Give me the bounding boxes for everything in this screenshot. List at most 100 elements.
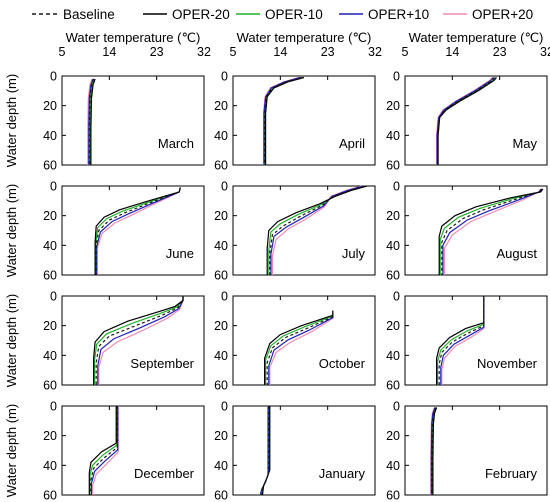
legend-label: OPER-10 [265, 7, 323, 22]
series-line-operminus20 [266, 185, 368, 275]
series-line-operminus20 [88, 406, 117, 495]
x-tick-label: 5 [402, 45, 409, 59]
legend-label: OPER+20 [472, 7, 533, 22]
legend-item: OPER-20 [143, 7, 230, 22]
y-tick-label: 40 [43, 129, 57, 143]
month-label: October [319, 356, 366, 371]
panel-december: 0 20 40 60 Water depth (m) December [4, 400, 205, 502]
y-tick-label: 60 [386, 269, 400, 283]
panel-frame [404, 185, 548, 276]
panel-frame [232, 295, 376, 386]
y-tick-label: 40 [386, 459, 400, 473]
x-tick-label: 23 [150, 45, 164, 59]
panel-frame [61, 295, 205, 386]
series-line-baseline [88, 78, 95, 165]
y-tick-label: 0 [393, 180, 400, 194]
y-tick-label: 0 [50, 290, 57, 304]
y-tick-label: 60 [386, 159, 400, 173]
legend-label: OPER-20 [172, 7, 230, 22]
panel-frame [232, 185, 376, 276]
y-tick-label: 60 [214, 379, 228, 393]
y-axis-title: Water depth (m) [4, 404, 19, 497]
y-tick-label: 60 [214, 269, 228, 283]
y-tick-label: 60 [43, 269, 57, 283]
y-tick-label: 40 [214, 349, 228, 363]
y-tick-label: 40 [214, 129, 228, 143]
series-line-operminus20 [261, 406, 271, 496]
month-label: November [477, 356, 538, 371]
panel-frame [232, 75, 376, 166]
panel-july: 0 20 40 60 July [214, 180, 376, 283]
series-line-baseline [437, 77, 495, 165]
y-tick-label: 20 [43, 429, 57, 443]
series-line-operplus20 [91, 406, 119, 495]
y-tick-label: 20 [386, 99, 400, 113]
y-tick-label: 40 [214, 459, 228, 473]
panel-frame [61, 185, 205, 276]
legend-label: OPER+10 [368, 7, 429, 22]
month-label: December [134, 466, 195, 481]
x-axis-title: Water temperature (℃) [237, 30, 372, 45]
legend-item: OPER-10 [236, 7, 323, 22]
x-axis-title: Water temperature (℃) [409, 30, 544, 45]
y-tick-label: 0 [393, 400, 400, 414]
month-label: January [319, 466, 366, 481]
series-line-baseline [431, 407, 437, 495]
y-tick-label: 0 [50, 400, 57, 414]
y-tick-label: 0 [50, 70, 57, 84]
series-line-baseline [95, 296, 184, 385]
y-axis-title: Water depth (m) [4, 74, 19, 167]
y-tick-label: 40 [43, 239, 57, 253]
y-tick-label: 20 [43, 319, 57, 333]
y-tick-label: 20 [43, 209, 57, 223]
y-tick-label: 20 [386, 319, 400, 333]
series-line-baseline [438, 296, 485, 385]
x-tick-label: 23 [321, 45, 335, 59]
y-tick-label: 0 [393, 70, 400, 84]
y-tick-label: 0 [221, 70, 228, 84]
y-tick-label: 40 [386, 349, 400, 363]
x-tick-label: 14 [102, 45, 116, 59]
series-line-operplus10 [440, 296, 485, 385]
month-label: September [130, 356, 194, 371]
y-tick-label: 20 [214, 429, 228, 443]
y-tick-label: 60 [43, 379, 57, 393]
y-axis-title: Water depth (m) [4, 184, 19, 277]
series-line-operplus20 [441, 296, 485, 385]
y-tick-label: 60 [43, 489, 57, 502]
y-tick-label: 20 [214, 319, 228, 333]
x-tick-label: 5 [59, 45, 66, 59]
series-line-baseline [90, 406, 118, 495]
y-tick-label: 0 [221, 400, 228, 414]
x-axis-title: Water temperature (℃) [66, 30, 201, 45]
panel-february: 0 20 40 60 February [386, 400, 548, 502]
y-tick-label: 0 [50, 180, 57, 194]
x-tick-label: 5 [230, 45, 237, 59]
month-label: May [512, 136, 537, 151]
y-tick-label: 40 [386, 239, 400, 253]
panel-frame [232, 405, 376, 496]
series-line-operminus20 [432, 407, 438, 495]
y-tick-label: 0 [221, 180, 228, 194]
y-tick-label: 60 [214, 489, 228, 502]
legend-item: OPER+10 [339, 7, 429, 22]
legend-item: Baseline [32, 7, 115, 22]
y-axis-title: Water depth (m) [4, 294, 19, 387]
y-tick-label: 0 [221, 290, 228, 304]
x-tick-label: 32 [368, 45, 382, 59]
series-line-operminus20 [90, 78, 96, 165]
y-tick-label: 40 [43, 349, 57, 363]
month-label: March [158, 136, 194, 151]
series-line-operplus10 [268, 310, 334, 385]
y-tick-label: 20 [214, 99, 228, 113]
panel-january: 0 20 40 60 January [214, 400, 376, 502]
y-tick-label: 40 [386, 129, 400, 143]
y-tick-label: 20 [386, 429, 400, 443]
y-tick-label: 20 [214, 209, 228, 223]
panel-november: 0 20 40 60 November [386, 290, 548, 393]
month-label: July [342, 246, 366, 261]
series-line-baseline [266, 310, 334, 385]
